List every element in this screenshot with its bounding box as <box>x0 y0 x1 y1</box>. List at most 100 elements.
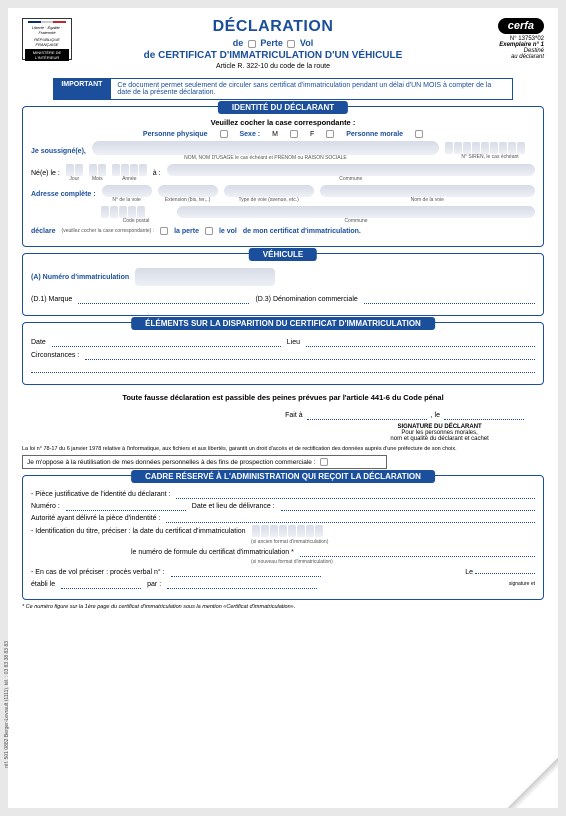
field-pv[interactable] <box>171 567 321 577</box>
au-declarant: au déclarant <box>474 54 544 60</box>
field-date-cert[interactable] <box>252 525 323 537</box>
field-siren[interactable] <box>445 142 535 154</box>
label-ne-le: Né(e) le : <box>31 170 60 177</box>
logo-country: RÉPUBLIQUE FRANÇAISE <box>25 37 69 47</box>
field-piece[interactable] <box>176 489 535 499</box>
page-curl-icon <box>508 758 558 808</box>
important-label: IMPORTANT <box>53 78 110 100</box>
field-etabli[interactable] <box>61 579 141 589</box>
label-marque: (D.1) Marque <box>31 296 72 303</box>
field-par[interactable] <box>167 579 317 589</box>
label-la-perte: la perte <box>174 228 199 235</box>
cb-le-vol[interactable] <box>205 227 213 235</box>
field-code-postal[interactable] <box>101 206 171 218</box>
perte-checkbox[interactable] <box>248 40 256 48</box>
field-le[interactable] <box>444 410 524 420</box>
field-circonstances-2[interactable] <box>31 363 535 373</box>
label-je-soussigne: Je soussigné(e), <box>31 148 86 155</box>
field-annee[interactable] <box>112 164 147 176</box>
field-commune-naissance[interactable] <box>167 164 535 176</box>
ministere-label: MINISTÈRE DE L'INTÉRIEUR <box>25 49 69 61</box>
section-identite: IDENTITÉ DU DÉCLARANT Veuillez cocher la… <box>22 106 544 247</box>
cb-personne-physique[interactable] <box>220 130 228 138</box>
label-etabli: établi le <box>31 581 55 588</box>
field-commune[interactable] <box>177 206 535 218</box>
label-date-lieu: Date et lieu de délivrance : <box>192 503 275 510</box>
field-mois[interactable] <box>89 164 106 176</box>
section-admin: CADRE RÉSERVÉ À L'ADMINISTRATION QUI REÇ… <box>22 475 544 600</box>
label-par: par : <box>147 581 161 588</box>
hint-nouveau: (si nouveau format d'immatriculation) <box>31 559 535 565</box>
label-sexe: Sexe : <box>240 131 261 138</box>
field-type-voie[interactable] <box>224 185 314 197</box>
field-date-lieu[interactable] <box>281 501 535 511</box>
field-admin-le[interactable] <box>475 573 535 574</box>
field-lieu[interactable] <box>306 337 535 347</box>
field-num-formule[interactable] <box>300 547 535 557</box>
label-vol: - En cas de vol préciser : procès verbal… <box>31 569 165 576</box>
section-admin-title: CADRE RÉSERVÉ À L'ADMINISTRATION QUI REÇ… <box>131 470 435 483</box>
label-adresse: Adresse complète : <box>31 191 96 198</box>
cb-la-perte[interactable] <box>160 227 168 235</box>
republic-logo: Liberté · Égalité · Fraternité RÉPUBLIQU… <box>22 18 72 60</box>
hint-declare: (veuillez cocher la case correspondante)… <box>62 228 155 234</box>
title-subtitle: de Perte Vol <box>80 38 466 48</box>
cb-personne-morale[interactable] <box>415 130 423 138</box>
label-circonstances: Circonstances : <box>31 352 79 359</box>
field-nom-voie[interactable] <box>320 185 535 197</box>
field-jour[interactable] <box>66 164 83 176</box>
label-fait-a: Fait à <box>285 412 303 419</box>
cb-sexe-f[interactable] <box>326 130 334 138</box>
section-identite-title: IDENTITÉ DU DÉCLARANT <box>218 101 348 114</box>
page-title: DÉCLARATION <box>80 18 466 36</box>
label-le: , le <box>431 412 440 419</box>
penal-warning: Toute fausse déclaration est passible de… <box>22 393 544 402</box>
important-text: Ce document permet seulement de circuler… <box>110 78 512 100</box>
field-denom[interactable] <box>364 294 535 304</box>
cb-oppose[interactable] <box>320 458 328 466</box>
hint-nom: NOM, NOM D'USAGE le cas échéant et PRÉNO… <box>92 155 439 161</box>
field-extension[interactable] <box>158 185 218 197</box>
hint-siren: N° SIREN, le cas échéant <box>445 154 535 160</box>
label-num-immat: (A) Numéro d'immatriculation <box>31 274 129 281</box>
field-num-voie[interactable] <box>102 185 152 197</box>
field-marque[interactable] <box>78 294 249 304</box>
hint-ancien: (si ancien format d'immatriculation) <box>31 539 535 545</box>
label-de-mon: de mon certificat d'immatriculation. <box>243 228 361 235</box>
label-a: à : <box>153 170 161 177</box>
signature-block: SIGNATURE DU DÉCLARANT Pour les personne… <box>335 424 544 442</box>
label-declare: déclare <box>31 228 56 235</box>
field-admin-numero[interactable] <box>66 501 186 511</box>
logo-motto: Liberté · Égalité · Fraternité <box>25 25 69 35</box>
field-nom[interactable] <box>92 141 439 155</box>
title-block: DÉCLARATION de Perte Vol de CERTIFICAT D… <box>80 18 466 70</box>
title-line2: de CERTIFICAT D'IMMATRICULATION D'UN VÉH… <box>80 50 466 61</box>
vol-checkbox[interactable] <box>287 40 295 48</box>
label-admin-numero: Numéro : <box>31 503 60 510</box>
field-date[interactable] <box>52 337 281 347</box>
label-le-vol: le vol <box>219 228 237 235</box>
section-elements: ÉLÉMENTS SUR LA DISPARITION DU CERTIFICA… <box>22 322 544 385</box>
label-ident-titre: - Identification du titre, préciser : la… <box>31 528 246 535</box>
asterisk-note: * Ce numéro figure sur la 1ère page du c… <box>22 604 544 610</box>
label-personne-physique: Personne physique <box>143 131 208 138</box>
label-piece: - Pièce justificative de l'identité du d… <box>31 491 170 498</box>
cerfa-logo: cerfa <box>498 18 544 34</box>
cb-sexe-m[interactable] <box>290 130 298 138</box>
field-circonstances-1[interactable] <box>85 350 535 360</box>
cerfa-box: cerfa N° 13753*02 Exemplaire n° 1 Destin… <box>474 18 544 60</box>
side-reference: réf. 501 0882 Berger-Levrault (1111), té… <box>4 641 10 768</box>
signature-sub2: nom et qualité du déclarant et cachet <box>335 436 544 442</box>
form-page: Liberté · Égalité · Fraternité RÉPUBLIQU… <box>8 8 558 808</box>
label-personne-morale: Personne morale <box>346 131 403 138</box>
label-date: Date <box>31 339 46 346</box>
field-autorite[interactable] <box>166 513 535 523</box>
header: Liberté · Égalité · Fraternité RÉPUBLIQU… <box>22 18 544 70</box>
label-lieu: Lieu <box>287 339 300 346</box>
field-fait-a[interactable] <box>307 410 427 420</box>
section-vehicule: VÉHICULE (A) Numéro d'immatriculation (D… <box>22 253 544 316</box>
important-notice: IMPORTANT Ce document permet seulement d… <box>53 78 512 100</box>
article-ref: Article R. 322-10 du code de la route <box>80 63 466 70</box>
field-num-immat[interactable] <box>135 268 275 286</box>
flag-icon <box>28 21 66 23</box>
